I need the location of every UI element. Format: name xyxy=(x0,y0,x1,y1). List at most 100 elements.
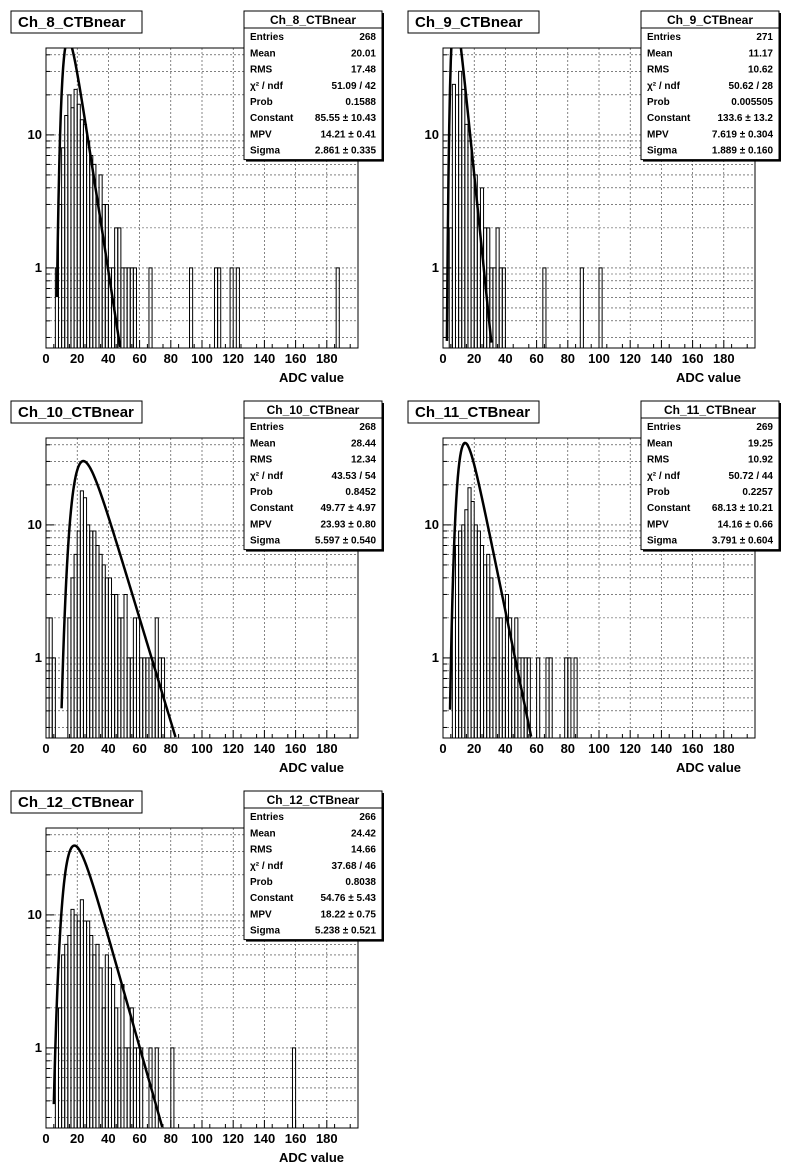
chart-pad-0: 0 20 40 60 80 100 120 140 160 180 1 10 ADC value Ch_8… xyxy=(10,10,384,385)
x-tick-label: 140 xyxy=(254,1131,276,1146)
stats-title: Ch_9_CTBnear xyxy=(667,13,753,27)
y-tick-label: 1 xyxy=(432,650,439,665)
x-tick-label: 120 xyxy=(222,741,244,756)
stat-value: 19.25 xyxy=(748,438,773,449)
x-tick-label: 140 xyxy=(651,741,673,756)
chart-title: Ch_9_CTBnear xyxy=(415,14,523,31)
stat-value: 0.2257 xyxy=(742,487,773,498)
x-tick-label: 160 xyxy=(682,351,704,366)
fit-curve xyxy=(448,441,533,737)
stat-label: MPV xyxy=(647,129,669,140)
stat-value: 12.34 xyxy=(351,455,376,466)
x-tick-label: 40 xyxy=(101,1131,115,1146)
x-tick-label: 0 xyxy=(439,351,446,366)
stat-label: χ² / ndf xyxy=(647,471,681,482)
x-tick-label: 0 xyxy=(42,741,49,756)
stat-label: MPV xyxy=(647,519,669,530)
stat-label: RMS xyxy=(250,455,273,466)
histogram-bin xyxy=(154,1047,159,1128)
stat-value: 269 xyxy=(756,422,773,433)
stat-label: Mean xyxy=(250,828,276,839)
stat-value: 268 xyxy=(359,32,376,43)
fit-curve xyxy=(445,48,493,343)
stat-value: 5.597 ± 0.540 xyxy=(315,536,377,547)
x-axis-title: ADC value xyxy=(676,760,741,775)
stat-label: Constant xyxy=(647,503,691,514)
stat-label: Prob xyxy=(250,877,273,888)
x-tick-label: 60 xyxy=(529,351,543,366)
stat-label: Entries xyxy=(647,422,681,433)
stat-value: 5.238 ± 0.521 xyxy=(315,926,377,937)
histogram-bin xyxy=(170,1047,175,1128)
stat-label: Constant xyxy=(250,893,294,904)
stats-box: Ch_9_CTBnear Entries 271 Mean 11.17 RMS 10.62 χ… xyxy=(640,10,781,162)
y-tick-label: 1 xyxy=(432,260,439,275)
stats-box: Ch_12_CTBnear Entries 266 Mean 24.42 RMS 14.66… xyxy=(243,790,384,942)
x-tick-label: 40 xyxy=(101,351,115,366)
x-tick-label: 100 xyxy=(191,741,213,756)
chart-title-box: Ch_12_CTBnear xyxy=(10,790,143,814)
x-tick-label: 120 xyxy=(222,351,244,366)
histogram-bin xyxy=(291,1047,297,1128)
stat-label: Prob xyxy=(250,487,273,498)
stat-value: 18.22 ± 0.75 xyxy=(320,909,376,920)
stats-title: Ch_8_CTBnear xyxy=(270,13,356,27)
stats-box: Ch_8_CTBnear Entries 268 Mean 20.01 RMS 17.48 χ… xyxy=(243,10,384,162)
stat-label: Mean xyxy=(647,438,673,449)
title-frame xyxy=(10,10,143,34)
stat-label: RMS xyxy=(647,65,670,76)
histogram-bin xyxy=(132,267,137,348)
stat-label: χ² / ndf xyxy=(250,81,284,92)
stat-label: Entries xyxy=(250,422,284,433)
stat-value: 43.53 / 54 xyxy=(332,471,377,482)
stat-value: 24.42 xyxy=(351,828,376,839)
stat-value: 133.6 ± 13.2 xyxy=(717,113,773,124)
histogram-bin xyxy=(526,657,531,738)
stat-value: 37.68 / 46 xyxy=(332,861,377,872)
chart-title-box: Ch_9_CTBnear xyxy=(407,10,540,34)
y-tick-label: 1 xyxy=(35,1040,42,1055)
histogram xyxy=(52,844,297,1128)
x-tick-label: 40 xyxy=(498,351,512,366)
x-tick-label: 120 xyxy=(222,1131,244,1146)
stat-value: 54.76 ± 5.43 xyxy=(320,893,376,904)
x-tick-label: 60 xyxy=(132,351,146,366)
stat-label: Prob xyxy=(647,487,670,498)
stat-label: Prob xyxy=(647,97,670,108)
stat-label: χ² / ndf xyxy=(250,471,284,482)
stats-title: Ch_10_CTBnear xyxy=(267,403,360,417)
stat-value: 49.77 ± 4.97 xyxy=(320,503,376,514)
x-tick-label: 0 xyxy=(42,1131,49,1146)
stat-label: Mean xyxy=(250,48,276,59)
chart-title-box: Ch_10_CTBnear xyxy=(10,400,143,424)
x-tick-label: 160 xyxy=(285,351,307,366)
title-frame xyxy=(407,400,540,424)
x-tick-label: 160 xyxy=(285,741,307,756)
x-tick-label: 60 xyxy=(132,1131,146,1146)
stat-value: 17.48 xyxy=(351,65,376,76)
y-tick-label: 10 xyxy=(28,127,42,142)
histogram-bin xyxy=(567,657,572,738)
histogram-bin xyxy=(229,267,234,348)
fit-curve xyxy=(52,844,164,1128)
histogram-bin xyxy=(148,267,153,348)
stat-label: χ² / ndf xyxy=(647,81,681,92)
stat-value: 1.889 ± 0.160 xyxy=(712,146,774,157)
histogram-bin xyxy=(579,267,584,348)
histogram xyxy=(445,48,603,348)
stat-value: 85.55 ± 10.43 xyxy=(315,113,377,124)
histogram xyxy=(54,48,340,348)
x-tick-label: 180 xyxy=(316,351,338,366)
fit-curve xyxy=(55,48,122,348)
x-tick-label: 20 xyxy=(467,741,481,756)
stats-title: Ch_11_CTBnear xyxy=(664,403,756,417)
stats-frame xyxy=(640,400,780,551)
x-axis-title: ADC value xyxy=(676,370,741,385)
stat-value: 0.8452 xyxy=(345,487,376,498)
stats-frame xyxy=(243,790,383,941)
stat-value: 28.44 xyxy=(351,438,376,449)
x-tick-label: 100 xyxy=(191,351,213,366)
x-tick-label: 20 xyxy=(467,351,481,366)
chart-title-box: Ch_8_CTBnear xyxy=(10,10,143,34)
